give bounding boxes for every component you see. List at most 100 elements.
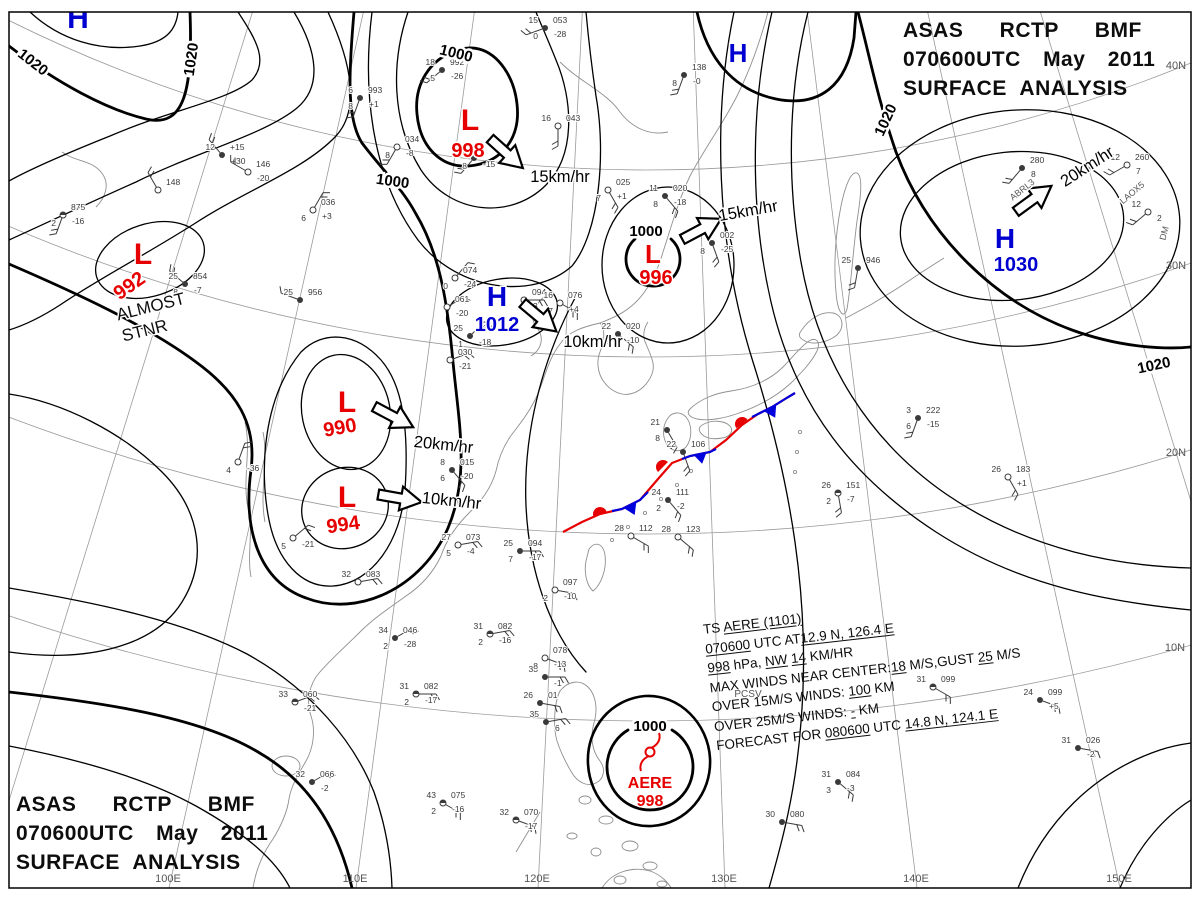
wind-barb — [668, 432, 678, 448]
station-dot — [662, 193, 668, 199]
barb-feather — [329, 771, 336, 776]
barb-feather — [468, 352, 475, 359]
coastline — [663, 412, 692, 452]
coastlines — [61, 12, 945, 888]
isobar — [856, 12, 1191, 350]
station-dot — [154, 186, 162, 194]
barb-feather — [684, 470, 691, 477]
station-value: 082 — [424, 681, 438, 691]
movement-arrow-icon — [376, 484, 424, 513]
barb-feather — [1014, 494, 1019, 501]
isobar — [624, 237, 682, 288]
chart-id: ASAS RCTP BMF — [903, 19, 1142, 42]
station-value: 015 — [460, 457, 474, 467]
station-value: 32 — [500, 807, 510, 817]
station-plot: 061-20 — [443, 293, 471, 319]
wind-barb — [314, 192, 324, 208]
wind-barb — [55, 217, 63, 234]
pressure-center-h-1012: H — [487, 281, 507, 312]
coastline — [515, 811, 541, 853]
station-value: 24 — [652, 487, 662, 497]
station-dot — [309, 779, 315, 785]
isobar — [29, 12, 179, 49]
station-dot — [446, 356, 454, 364]
station-plot: 25 094 -17 7 — [503, 537, 544, 565]
barb-feather — [173, 267, 176, 275]
station-value: 8 — [462, 161, 467, 171]
station-plot: 25 063 -18 1 — [453, 321, 493, 350]
station-value: -2 — [321, 783, 329, 793]
station-value: 3 — [906, 405, 911, 415]
barb-feather — [712, 256, 718, 263]
ts-info-segment: M/S — [991, 644, 1022, 663]
barb-feather — [851, 794, 854, 802]
station-plot: 034 -8 8 — [380, 133, 420, 165]
wind-barb — [562, 304, 578, 314]
station-dot — [297, 297, 303, 303]
station-value: 2 — [826, 496, 831, 506]
station-plot: 12 260 7 — [1103, 151, 1150, 177]
front-line-cold-part — [611, 491, 649, 513]
barb-feather — [458, 481, 463, 489]
station-value: -21 — [302, 539, 315, 549]
station-dot-half — [487, 631, 493, 634]
station-value: 854 — [193, 271, 207, 281]
station-plot: 15 -15 8 — [454, 144, 497, 174]
station-value: 16 — [542, 113, 552, 123]
station-plot: 28 112 — [614, 522, 654, 553]
station-dot — [664, 427, 670, 433]
coastline — [845, 257, 945, 319]
isobar — [790, 12, 1191, 569]
barb-feather — [347, 111, 355, 114]
station-plot: 31 082 -16 2 — [473, 620, 515, 648]
barb-feather — [208, 132, 213, 140]
longitude-label: 140E — [903, 873, 929, 885]
barb-feather — [463, 354, 470, 360]
station-plot: 43 075 -16 2 — [426, 789, 466, 820]
station-value: 8 — [672, 78, 677, 88]
station-dot-half — [835, 490, 841, 493]
station-value: 043 — [566, 113, 580, 123]
station-dot — [915, 415, 921, 421]
station-value: 25 — [169, 271, 179, 281]
wind-barb — [679, 538, 694, 551]
movement-arrow-icon — [517, 297, 559, 333]
station-value: -16 — [72, 216, 85, 226]
station-dot — [551, 586, 559, 594]
station-value: 4 — [606, 337, 611, 347]
island — [656, 880, 668, 888]
station-value: 956 — [308, 287, 322, 297]
wind-barb — [281, 292, 298, 300]
barb-feather — [671, 88, 679, 91]
station-value: 993 — [368, 85, 382, 95]
station-value: 26 — [524, 690, 534, 700]
wind-barb — [456, 262, 469, 277]
barb-feather — [538, 299, 543, 307]
barb-feather — [543, 299, 548, 307]
station-plot: 33 060 -21 — [278, 688, 320, 714]
wind-barb — [297, 694, 314, 702]
wind-barb — [557, 590, 575, 594]
barb-feather — [484, 321, 492, 325]
station-value: 992 — [450, 57, 464, 67]
barb-feather — [1129, 218, 1137, 223]
ts-info-segment: TS — [702, 619, 725, 637]
barb-feather — [551, 145, 559, 150]
station-value: 26 — [822, 480, 832, 490]
station-value: 026 — [1086, 735, 1100, 745]
station-value: +1 — [1017, 478, 1027, 488]
isobar — [525, 297, 587, 673]
latitude-label: 40N — [1166, 60, 1186, 72]
isobar — [9, 745, 291, 888]
warm-front-semicircle — [735, 417, 748, 429]
wind-barb — [669, 501, 682, 516]
barb-feather — [467, 262, 475, 265]
barb-feather — [569, 592, 573, 600]
barb-feather — [559, 706, 563, 714]
barb-feather — [284, 287, 287, 295]
station-value: 020 — [673, 183, 687, 193]
annotation-pcsv: PCSV — [734, 689, 762, 700]
coastline — [834, 172, 862, 315]
